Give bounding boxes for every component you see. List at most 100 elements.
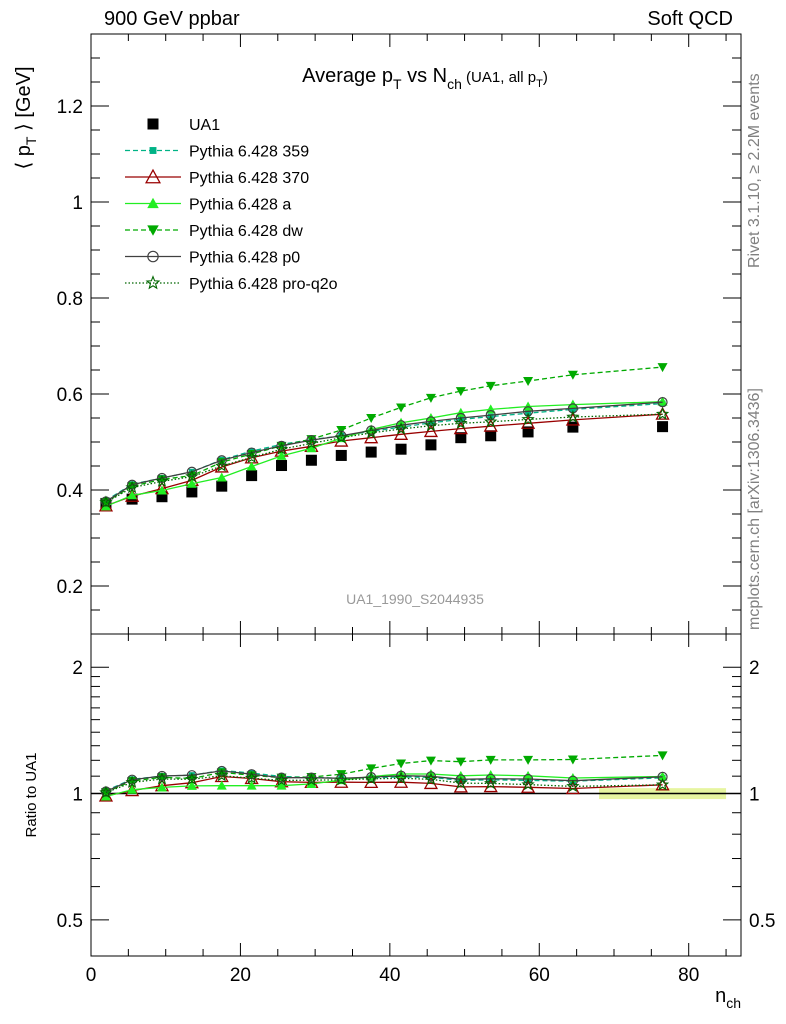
y-tick-label: 0.2 xyxy=(57,577,83,598)
data-point xyxy=(365,446,377,458)
data-point xyxy=(394,422,408,435)
data-point xyxy=(485,755,496,765)
data-point xyxy=(394,771,408,784)
data-point xyxy=(455,432,467,444)
legend-entry: Pythia 6.428 a xyxy=(125,197,291,214)
data-point xyxy=(657,751,668,761)
data-point xyxy=(156,770,168,782)
legend-label: Pythia 6.428 359 xyxy=(189,144,309,161)
series-pythia-6-428-a xyxy=(100,396,668,511)
data-point xyxy=(454,776,468,789)
data-point xyxy=(455,412,466,424)
header-left: 900 GeV ppbar xyxy=(104,8,240,30)
data-point xyxy=(216,765,227,777)
data-point xyxy=(396,403,407,413)
data-point xyxy=(145,275,161,290)
series-line xyxy=(105,413,663,504)
data-point xyxy=(364,771,378,785)
data-point xyxy=(523,755,534,765)
data-point xyxy=(244,450,259,464)
data-point xyxy=(156,485,167,495)
ratio-series-line xyxy=(105,770,663,793)
data-point xyxy=(147,250,159,263)
ratio-y-axis-label-text: Ratio to UA1 xyxy=(23,752,40,837)
data-point xyxy=(485,410,496,421)
legend-entry: Pythia 6.428 pro-q2o xyxy=(125,275,338,293)
data-point xyxy=(276,460,288,472)
ratio-series-pythia-6-428-a xyxy=(100,769,668,801)
x-tick-label: 0 xyxy=(86,965,97,986)
series-pythia-6-428-p0 xyxy=(100,397,668,507)
data-point xyxy=(425,413,436,422)
data-point xyxy=(127,784,138,794)
data-point xyxy=(216,472,227,482)
data-point xyxy=(522,426,534,438)
data-point xyxy=(485,430,497,442)
series-line xyxy=(105,401,663,503)
data-point xyxy=(566,779,580,793)
data-point xyxy=(657,397,668,408)
series-line xyxy=(105,366,663,503)
data-point xyxy=(334,430,348,444)
data-point xyxy=(216,455,227,466)
ratio-series-pythia-6-428-dw xyxy=(100,751,668,798)
data-point xyxy=(156,491,168,503)
data-point xyxy=(274,773,289,787)
legend-label: Pythia 6.428 370 xyxy=(189,170,309,187)
y-tick-label: 0.8 xyxy=(57,289,83,310)
y-tick-label: 1 xyxy=(72,193,83,214)
legend-label: Pythia 6.428 pro-q2o xyxy=(189,276,338,293)
series-pythia-6-428-370 xyxy=(98,406,670,512)
data-point xyxy=(567,772,578,782)
ratio-y-tick-label-right: 0.5 xyxy=(749,911,775,932)
ratio-series-line xyxy=(105,775,663,794)
data-point xyxy=(186,780,197,790)
data-point xyxy=(423,424,439,438)
data-point xyxy=(147,197,159,209)
data-point xyxy=(366,414,377,423)
legend-label: Pythia 6.428 p0 xyxy=(189,250,300,267)
data-point xyxy=(424,418,438,432)
data-point xyxy=(99,785,113,799)
data-point xyxy=(523,401,534,411)
ratio-y-axis-label: Ratio to UA1 xyxy=(23,752,40,837)
data-point xyxy=(425,393,436,403)
x-tick-label: 40 xyxy=(379,965,400,986)
data-point xyxy=(334,772,348,786)
y-axis-label: ⟨ pT ⟩ [GeV] xyxy=(13,66,39,169)
data-point xyxy=(276,440,287,451)
data-point xyxy=(156,472,168,484)
ratio-y-tick-label: 1 xyxy=(72,785,83,806)
data-point xyxy=(215,459,229,472)
x-tick-label: 60 xyxy=(529,965,550,986)
data-point xyxy=(147,225,159,236)
data-point xyxy=(457,416,464,423)
y-tick-label: 0.6 xyxy=(57,385,83,406)
data-point xyxy=(304,773,319,786)
data-point xyxy=(655,777,670,791)
data-point xyxy=(655,407,670,420)
ratio-plot-frame xyxy=(90,633,742,957)
data-point xyxy=(425,756,436,766)
data-point xyxy=(216,480,228,492)
data-point xyxy=(216,780,227,790)
data-point xyxy=(566,410,580,423)
data-point xyxy=(396,759,407,769)
data-point xyxy=(567,421,579,433)
data-point xyxy=(395,443,407,455)
data-point xyxy=(155,474,169,488)
data-point xyxy=(523,770,534,780)
ratio-series-line xyxy=(105,769,663,792)
data-point xyxy=(276,780,287,790)
ratio-y-tick-label-right: 2 xyxy=(749,658,760,679)
data-point xyxy=(424,772,438,785)
y-axis-label-text: ⟨ pT ⟩ [GeV] xyxy=(13,66,39,169)
legend-label: UA1 xyxy=(189,117,220,134)
data-point xyxy=(521,412,535,426)
data-point xyxy=(274,442,289,455)
data-point xyxy=(657,396,668,406)
data-point xyxy=(523,377,534,387)
data-point xyxy=(246,447,257,458)
data-point xyxy=(244,771,259,784)
data-point xyxy=(145,168,161,184)
